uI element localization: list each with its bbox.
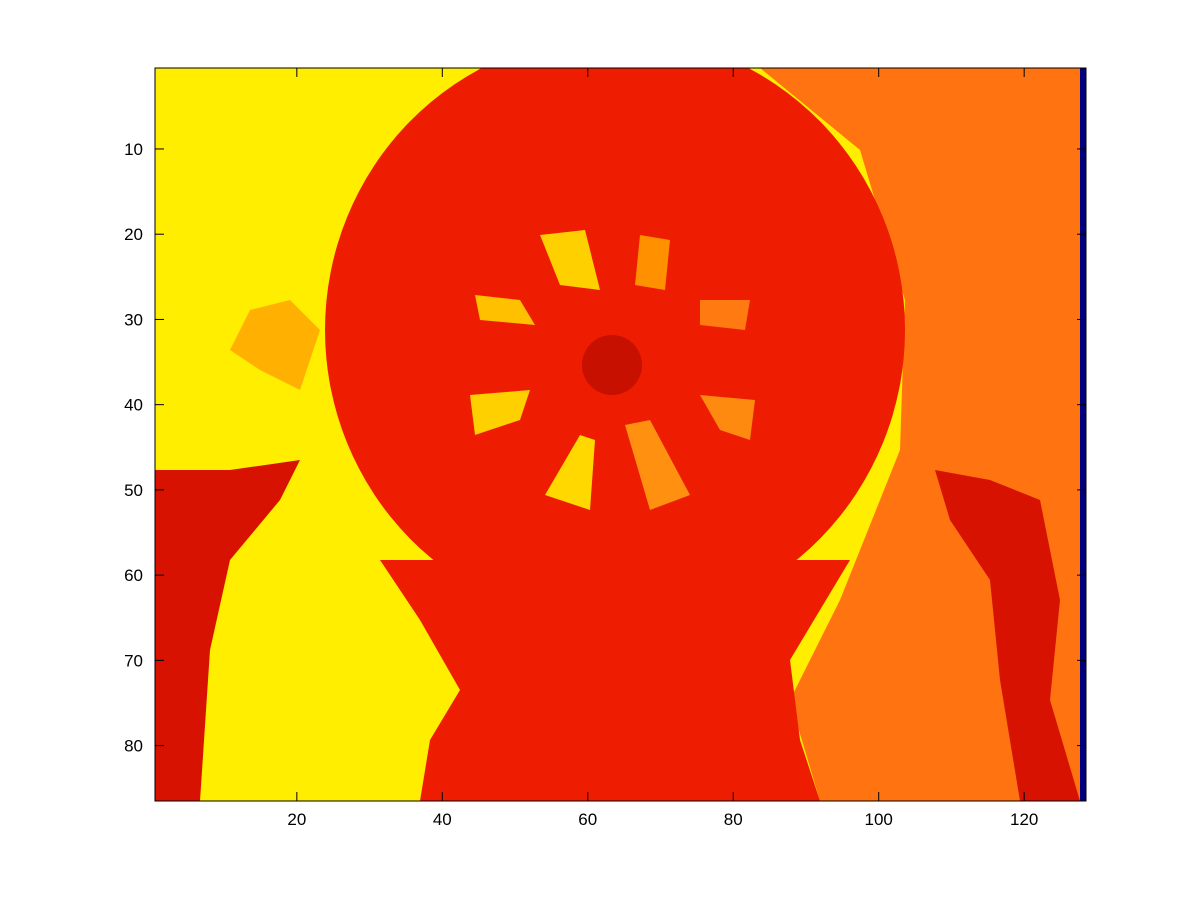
axes-box	[154, 67, 1087, 802]
y-tick-label: 60	[124, 566, 143, 585]
petal	[635, 235, 670, 290]
y-tick-label: 40	[124, 396, 143, 415]
petal	[625, 420, 690, 510]
x-tick-label: 20	[287, 810, 306, 829]
neck	[380, 560, 850, 801]
y-tick-label: 50	[124, 481, 143, 500]
image	[155, 68, 1086, 801]
head	[325, 68, 905, 625]
petal	[540, 230, 600, 290]
hand-right	[935, 470, 1080, 801]
hand-left	[155, 460, 300, 801]
petal	[700, 300, 750, 330]
x-tick-label: 40	[433, 810, 452, 829]
x-tick-label: 120	[1010, 810, 1038, 829]
petal	[700, 395, 755, 440]
x-tick-label: 80	[724, 810, 743, 829]
y-tick-label: 10	[124, 140, 143, 159]
petal	[545, 435, 595, 510]
petal	[475, 295, 535, 325]
blob	[230, 300, 320, 390]
petal	[470, 390, 530, 435]
y-tick-label: 80	[124, 737, 143, 756]
y-tick-label: 20	[124, 225, 143, 244]
x-tick-label: 60	[578, 810, 597, 829]
x-tick-label: 100	[865, 810, 893, 829]
edge-strip	[1080, 68, 1086, 801]
y-tick-label: 30	[124, 310, 143, 329]
y-tick-label: 70	[124, 651, 143, 670]
center	[582, 335, 642, 395]
